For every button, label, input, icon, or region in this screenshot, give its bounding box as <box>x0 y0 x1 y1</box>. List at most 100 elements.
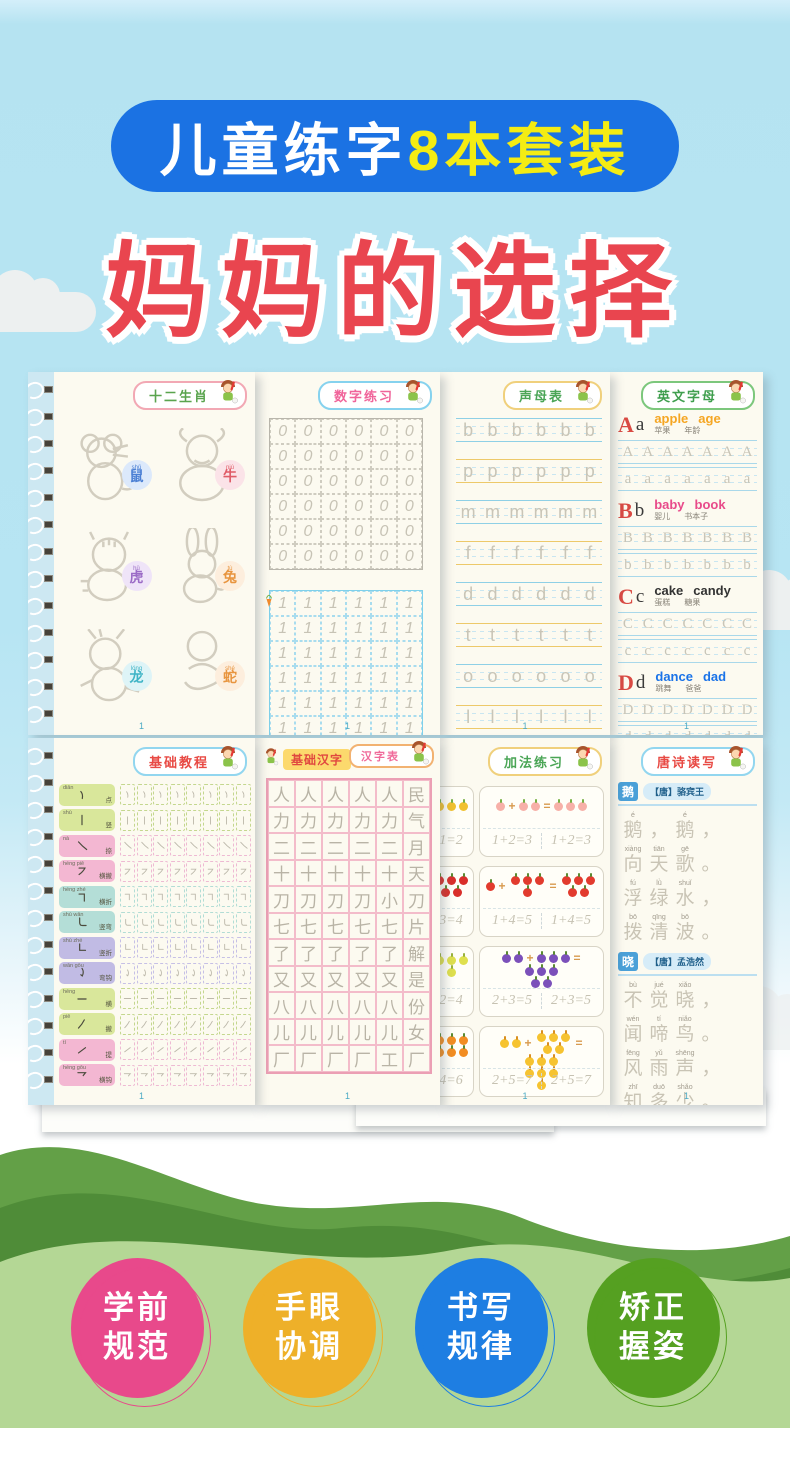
practice-cell <box>136 886 152 908</box>
poem-token: yǔ 雨 <box>646 1050 672 1078</box>
stroke-label: diǎn 点 <box>59 783 115 806</box>
token-char: 声 <box>675 1058 695 1079</box>
token-char: 鹅 <box>675 820 695 841</box>
practice-cell <box>136 860 152 882</box>
practice-cell: 1 <box>371 666 397 691</box>
stroke-practice-row: tí提习 <box>59 1037 251 1063</box>
hanzi-cell: 天 <box>403 859 430 886</box>
pinyin-letter: f <box>514 542 520 563</box>
practice-cell: 0 <box>396 469 422 494</box>
pinyin-letter: b <box>487 419 498 440</box>
spiral-coil <box>28 431 54 458</box>
stroke-label: shù wān 竖弯 <box>59 911 115 934</box>
book-title: 声母表 <box>518 389 564 404</box>
fruit-mango-icon <box>555 1041 564 1054</box>
practice-cell <box>120 962 135 984</box>
practice-cell <box>186 937 201 959</box>
carrot-icon <box>263 594 275 613</box>
hanzi-cell: 工 <box>376 1045 403 1072</box>
practice-cell <box>120 1039 135 1061</box>
practice-cell <box>153 809 168 831</box>
addition-row: 1=2 + = 1+2=3 1+2=3 <box>440 786 604 857</box>
feature-line: 矫正 <box>619 1290 687 1326</box>
fruit-cherry-icon <box>440 872 444 885</box>
stroke-glyph-shuwan <box>141 918 148 926</box>
pinyin-letter: o <box>536 665 547 686</box>
fruit-mango-icon <box>525 1053 534 1066</box>
spiral-coil <box>28 566 54 593</box>
practice-cell: 1 <box>396 691 422 716</box>
trace-letter: a <box>624 470 632 487</box>
hanzi-cell: 了 <box>268 939 295 966</box>
poem-title: 鹅 <box>618 782 639 801</box>
practice-cell <box>202 937 218 959</box>
practice-cell <box>202 988 218 1010</box>
practice-cell <box>202 809 218 831</box>
practice-cell <box>169 784 185 806</box>
fruit-apple-icon <box>485 878 495 891</box>
poem-token: xiàng 向 <box>620 846 646 874</box>
fruit-plum-icon <box>549 963 558 976</box>
poems-area: 鹅【唐】骆宾王 é 鹅， é 鹅， xiàng 向 tiān 天 gē 歌。 fú 浮 lǜ 绿 shuǐ 水，… <box>618 782 757 1105</box>
trace-letter: B <box>741 529 752 546</box>
token-char: 风 <box>623 1058 643 1079</box>
plus-sign: + <box>526 951 534 965</box>
stroke-glyph-na <box>124 842 132 849</box>
practice-cell: 1 <box>371 641 397 666</box>
stroke-glyph-shuwan <box>79 917 87 927</box>
zodiac-pinyin: lóng <box>130 666 143 672</box>
practice-cell <box>169 835 185 857</box>
trace-letter: d <box>743 729 751 736</box>
zodiac-label: shé 蛇 <box>215 661 245 691</box>
zodiac-pinyin: tù <box>227 565 233 572</box>
stroke-glyph-shuwan <box>191 918 198 926</box>
practice-cell: 0 <box>371 519 397 544</box>
practice-cell: 1 <box>295 691 321 716</box>
hanzi-cell: 人 <box>268 780 295 807</box>
fruit-plum-icon <box>501 950 511 963</box>
pinyin-letter: m <box>460 501 476 522</box>
stroke-glyph-pie <box>173 1020 180 1028</box>
trace-letter: C <box>682 615 693 632</box>
pinyin-letter: p <box>560 460 571 481</box>
stroke-name: 横撇 <box>99 873 112 881</box>
fruit-orange-icon <box>446 1032 456 1045</box>
stroke-glyph-hengzhe <box>141 894 147 901</box>
stroke-glyph-henggou <box>156 1072 165 1077</box>
token-char: 。 <box>701 854 721 875</box>
stroke-glyph-hengpie <box>174 868 181 875</box>
letter-words: baby book 婴儿 书本子 <box>654 497 725 522</box>
stroke-pinyin: héng <box>63 988 76 995</box>
practice-cell: 1 <box>371 591 397 616</box>
pinyin-letter: f <box>562 542 568 563</box>
plus-sign: + <box>498 879 506 893</box>
trace-letter: A <box>741 443 753 460</box>
fruit-group <box>522 963 562 989</box>
practice-cell <box>186 911 201 933</box>
stroke-glyph-ti <box>223 1047 230 1053</box>
word: age <box>698 411 721 426</box>
alphabet-section: Dddancedad跳舞爸爸DDDDDDDddddddd <box>616 669 759 736</box>
stroke-glyph-heng <box>140 998 148 1000</box>
zodiac-cell: hǔ 虎 <box>62 516 156 616</box>
practice-cell <box>169 988 185 1010</box>
fruit-mango-icon <box>511 1035 521 1048</box>
stroke-glyph-shu <box>160 816 161 825</box>
stroke-pinyin: nà <box>63 835 70 842</box>
equation: 1+2=3 <box>551 833 591 848</box>
word-translations: 跳舞 爸爸 <box>655 684 726 694</box>
pinyin-letter: t <box>514 624 520 645</box>
fruit-plum-icon <box>525 963 534 976</box>
hanzi-cell: 力 <box>349 806 376 833</box>
addition-card: + = 2+3=5 2+3=5 <box>479 946 604 1017</box>
trace-letter: b <box>663 556 672 573</box>
stroke-glyph-ti <box>124 1047 131 1053</box>
poem-header: 鹅【唐】骆宾王 <box>618 782 757 806</box>
trace-letter: D <box>701 701 713 718</box>
top-banner: 儿童练字 8本套装 <box>111 100 679 192</box>
